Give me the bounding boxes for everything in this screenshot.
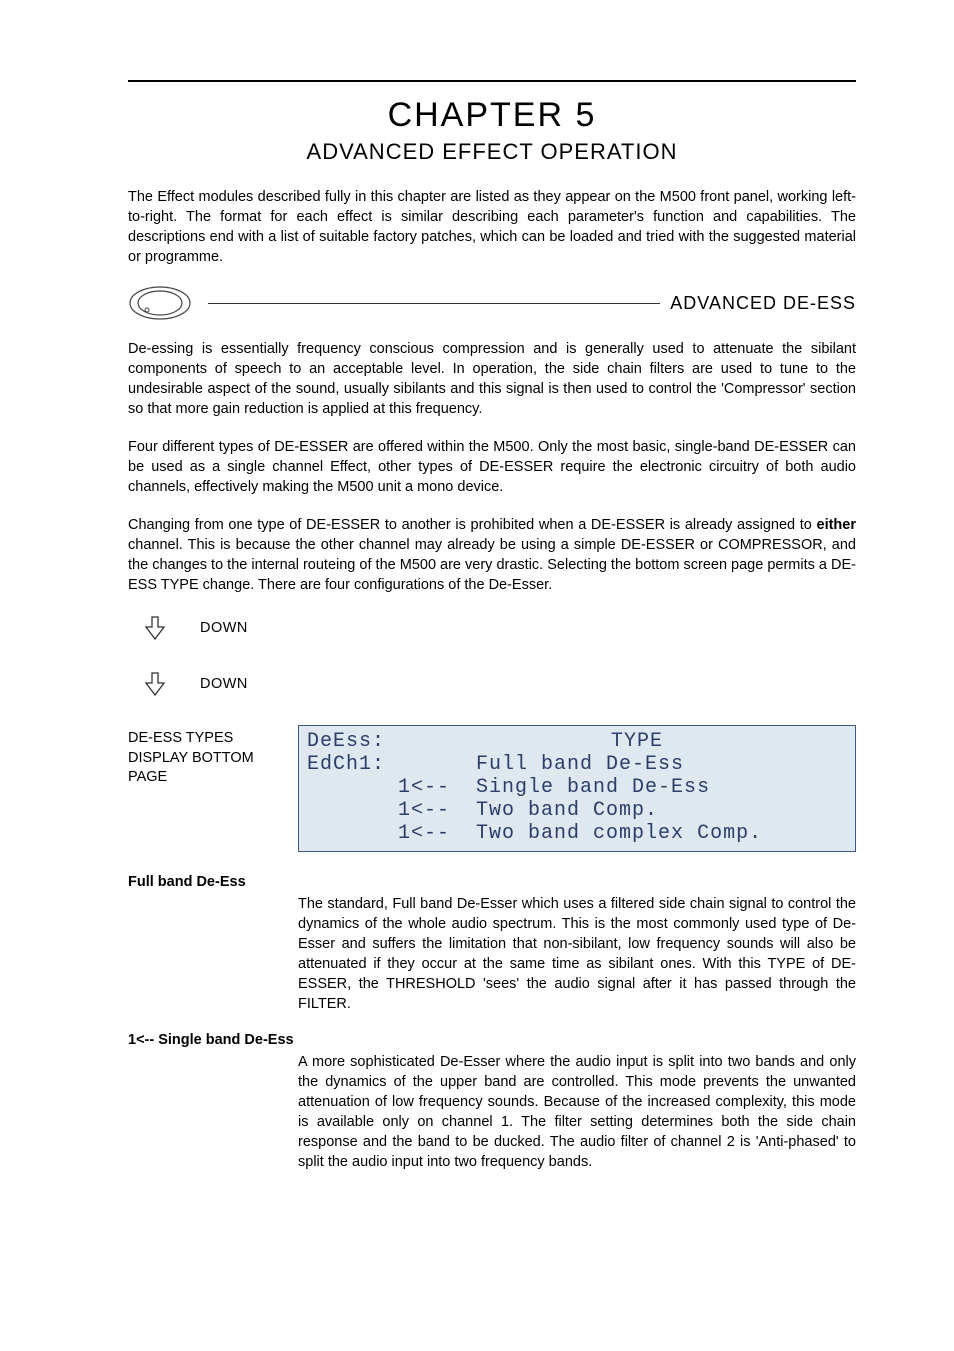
- indent-spacer: [128, 894, 298, 1014]
- single-band-block: A more sophisticated De-Esser where the …: [128, 1052, 856, 1172]
- down-label-1: DOWN: [200, 620, 248, 636]
- deess-paragraph-1: De-essing is essentially frequency consc…: [128, 339, 856, 419]
- full-band-block: The standard, Full band De-Esser which u…: [128, 894, 856, 1014]
- top-rule: [128, 80, 856, 82]
- lcd-row3-text: 1<-- Two band Comp.: [385, 799, 658, 822]
- single-band-heading: 1<-- Single band De-Ess: [128, 1032, 856, 1048]
- lcd-header-left: DeEss:: [307, 730, 427, 753]
- down-arrow-icon: [140, 669, 170, 699]
- full-band-heading: Full band De-Ess: [128, 874, 856, 890]
- p3-bold: either: [817, 517, 857, 533]
- lcd-row2-text: 1<-- Single band De-Ess: [385, 776, 710, 799]
- lcd-row1-left: EdCh1:: [307, 753, 385, 776]
- full-band-text: The standard, Full band De-Esser which u…: [298, 894, 856, 1014]
- side-label-line2: DISPLAY BOTTOM: [128, 750, 254, 766]
- chapter-title: CHAPTER 5: [128, 96, 856, 135]
- side-label-line1: DE-ESS TYPES: [128, 730, 233, 746]
- lcd-header-right: TYPE: [427, 730, 847, 753]
- lcd-display: DeEss: TYPE EdCh1: Full band De-Ess 1<--…: [298, 725, 856, 852]
- section-divider-line: [208, 303, 660, 304]
- section-header-row: ADVANCED DE-ESS: [128, 285, 856, 321]
- p3-part-b: channel. This is because the other chann…: [128, 537, 856, 593]
- p3-part-a: Changing from one type of DE-ESSER to an…: [128, 517, 817, 533]
- display-side-label: DE-ESS TYPES DISPLAY BOTTOM PAGE: [128, 725, 298, 788]
- down-row-2: DOWN: [140, 669, 856, 699]
- section-title: ADVANCED DE-ESS: [670, 293, 856, 314]
- single-band-text: A more sophisticated De-Esser where the …: [298, 1052, 856, 1172]
- chapter-subtitle: ADVANCED EFFECT OPERATION: [128, 139, 856, 165]
- lcd-row-4: 1<-- Two band complex Comp.: [307, 822, 847, 845]
- lcd-row-1: EdCh1: Full band De-Ess: [307, 753, 847, 776]
- indent-spacer: [128, 1052, 298, 1172]
- down-label-2: DOWN: [200, 676, 248, 692]
- side-label-line3: PAGE: [128, 769, 167, 785]
- deess-paragraph-3: Changing from one type of DE-ESSER to an…: [128, 515, 856, 595]
- lcd-row-2: 1<-- Single band De-Ess: [307, 776, 847, 799]
- knob-icon: [128, 285, 192, 321]
- deess-paragraph-2: Four different types of DE-ESSER are off…: [128, 437, 856, 497]
- down-row-1: DOWN: [140, 613, 856, 643]
- intro-paragraph: The Effect modules described fully in th…: [128, 187, 856, 267]
- lcd-row-3: 1<-- Two band Comp.: [307, 799, 847, 822]
- display-block: DE-ESS TYPES DISPLAY BOTTOM PAGE DeEss: …: [128, 725, 856, 852]
- down-arrow-icon: [140, 613, 170, 643]
- lcd-row4-text: 1<-- Two band complex Comp.: [385, 822, 762, 845]
- lcd-row1-rest: Full band De-Ess: [385, 753, 684, 776]
